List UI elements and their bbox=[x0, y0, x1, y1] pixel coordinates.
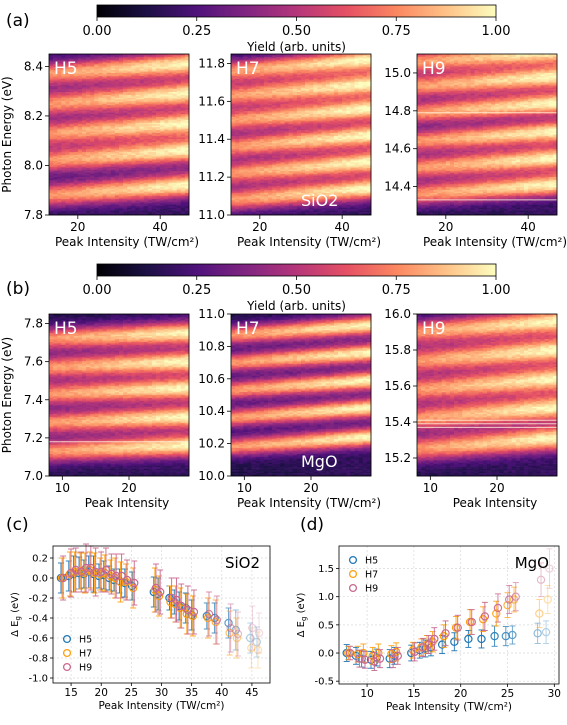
y-tick-label: 7.8 bbox=[24, 208, 43, 222]
colorbar-tick-label: 0.00 bbox=[83, 283, 112, 298]
colorbar-tick-label: 0.25 bbox=[182, 283, 211, 298]
colorbar-gradient bbox=[97, 264, 496, 276]
b-colorbar: 0.00 0.25 0.50 0.75 1.00 Yield (arb. units) bbox=[83, 264, 511, 313]
panel-label-b: (b) bbox=[6, 279, 30, 299]
x-tick-label: 20 bbox=[70, 220, 85, 234]
y-tick-label: 8.4 bbox=[24, 59, 43, 73]
colorbar-tick-label: 0.75 bbox=[382, 283, 411, 298]
colorbar-label: Yield (arb. units) bbox=[246, 299, 346, 313]
y-axis-label: Photon Energy (eV) bbox=[0, 76, 14, 192]
a-colorbar: 0.00 0.25 0.50 0.75 1.00 Yield (arb. units) bbox=[83, 5, 511, 54]
colorbar-tick-label: 0.75 bbox=[382, 24, 411, 39]
panel-label-c: (c) bbox=[6, 515, 29, 535]
colorbar-label: Yield (arb. units) bbox=[246, 40, 346, 54]
y-tick-label: 8.2 bbox=[24, 109, 43, 123]
panel-label-d: (d) bbox=[300, 515, 324, 535]
colorbar-tick-label: 1.00 bbox=[482, 24, 511, 39]
colorbar-tick-label: 0.25 bbox=[182, 24, 211, 39]
x-tick-label: 40 bbox=[153, 220, 168, 234]
colorbar-gradient bbox=[97, 5, 496, 17]
harmonic-label: H5 bbox=[54, 59, 78, 79]
colorbar-tick-label: 0.50 bbox=[282, 24, 311, 39]
x-axis-label: Peak Intensity (TW/cm²) bbox=[55, 235, 199, 249]
colorbar-tick-label: 0.00 bbox=[83, 24, 112, 39]
colorbar-tick-label: 0.50 bbox=[282, 283, 311, 298]
panel-label-a: (a) bbox=[6, 11, 30, 31]
a-H5: H5 20 40 7.8 8.0 8.2 8.4 Peak Intensity (TW/cm²… bbox=[0, 54, 199, 249]
y-tick-label: 8.0 bbox=[24, 158, 43, 172]
colorbar-tick-label: 1.00 bbox=[482, 283, 511, 298]
